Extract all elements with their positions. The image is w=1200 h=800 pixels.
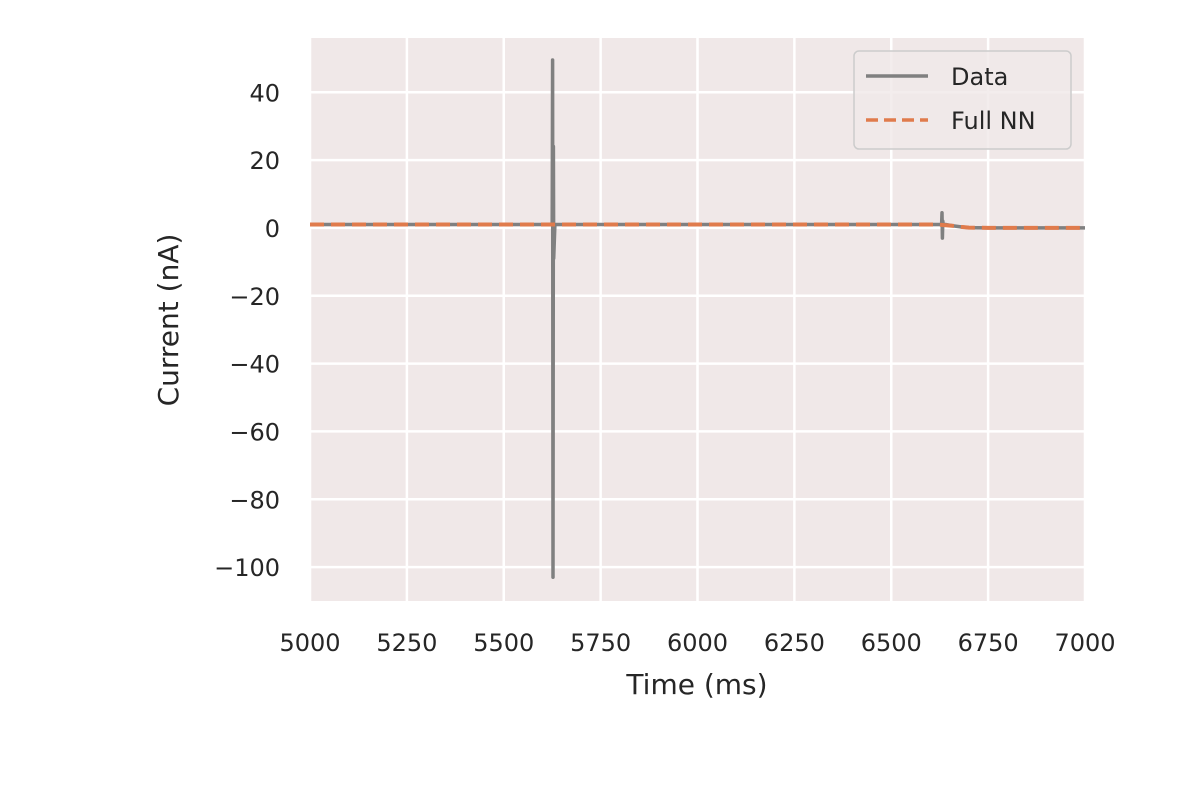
legend-label-data: Data bbox=[951, 63, 1008, 91]
x-tick-label: 6500 bbox=[861, 629, 922, 657]
y-tick-labels: 40 20 0 −20 −40 −60 −80 −100 bbox=[214, 79, 280, 582]
y-tick-label: −40 bbox=[229, 351, 280, 379]
x-tick-label: 5000 bbox=[279, 629, 340, 657]
x-tick-label: 6000 bbox=[667, 629, 728, 657]
x-tick-label: 5500 bbox=[473, 629, 534, 657]
y-tick-label: −100 bbox=[214, 554, 280, 582]
y-tick-label: 0 bbox=[265, 215, 280, 243]
y-tick-label: 40 bbox=[249, 79, 280, 107]
x-tick-labels: 5000 5250 5500 5750 6000 6250 6500 6750 7000 bbox=[279, 629, 1115, 657]
series-group bbox=[310, 58, 1085, 580]
x-tick-label: 6250 bbox=[764, 629, 825, 657]
x-tick-label: 7000 bbox=[1054, 629, 1115, 657]
legend: Data Full NN bbox=[853, 50, 1072, 150]
x-tick-label: 5750 bbox=[570, 629, 631, 657]
y-tick-label: −60 bbox=[229, 418, 280, 446]
legend-label-full-nn: Full NN bbox=[951, 107, 1036, 135]
y-tick-label: 20 bbox=[249, 147, 280, 175]
series-line-full-nn bbox=[310, 222, 1085, 230]
x-tick-label: 6750 bbox=[958, 629, 1019, 657]
y-tick-label: −20 bbox=[229, 283, 280, 311]
y-tick-label: −80 bbox=[229, 486, 280, 514]
x-axis-title: Time (ms) bbox=[625, 668, 767, 701]
y-axis-title: Current (nA) bbox=[152, 234, 185, 407]
x-tick-label: 5250 bbox=[376, 629, 437, 657]
